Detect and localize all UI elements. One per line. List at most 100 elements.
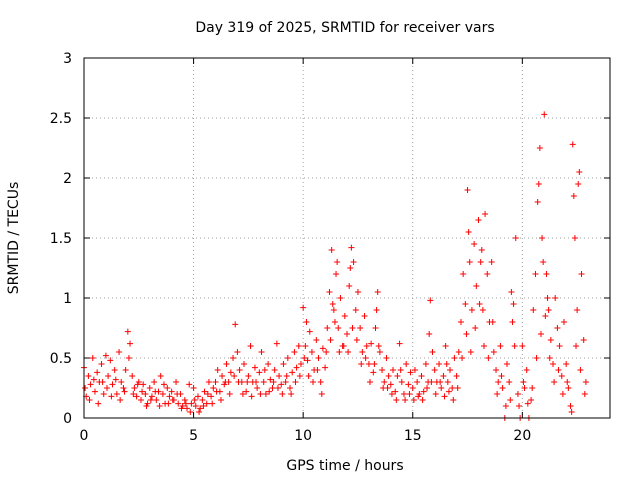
data-point (245, 373, 252, 379)
data-point (530, 307, 537, 313)
data-point (392, 388, 399, 395)
data-point (346, 283, 353, 289)
data-point (213, 388, 220, 395)
y-tick-label: 0 (63, 411, 72, 427)
data-point (129, 373, 136, 379)
data-point (506, 379, 513, 385)
data-point (534, 199, 541, 205)
data-point (330, 307, 337, 313)
data-point (305, 373, 312, 379)
data-point (463, 331, 470, 337)
data-point (441, 393, 448, 400)
y-tick-label: 2 (63, 171, 72, 187)
data-point (122, 367, 129, 373)
data-point (357, 325, 364, 331)
data-point (292, 379, 299, 385)
data-point (231, 373, 238, 379)
data-point (383, 355, 390, 361)
data-point (347, 265, 354, 271)
data-point (247, 343, 254, 349)
data-point (523, 367, 530, 373)
y-tick-label: 3 (63, 51, 72, 67)
data-point (374, 289, 381, 295)
data-point (323, 349, 330, 355)
data-point (423, 385, 430, 391)
data-point (280, 361, 287, 367)
data-point (451, 355, 458, 361)
data-point (181, 397, 188, 403)
data-point (186, 381, 193, 388)
data-point (137, 397, 144, 403)
data-point (274, 385, 281, 391)
data-point (394, 373, 401, 379)
data-point (265, 361, 272, 367)
data-point (329, 301, 336, 307)
data-point (468, 307, 475, 313)
data-point (565, 385, 572, 391)
data-point (105, 373, 112, 379)
x-tick-label: 0 (80, 428, 89, 444)
data-point (545, 307, 552, 313)
data-point (301, 355, 308, 361)
data-point (116, 349, 123, 355)
data-point (560, 319, 567, 325)
data-point (564, 379, 571, 385)
x-axis-label: GPS time / hours (286, 458, 403, 474)
data-point (310, 379, 317, 385)
data-point (509, 319, 516, 325)
data-point (559, 391, 566, 397)
data-point (127, 340, 134, 347)
data-point (581, 391, 588, 397)
data-point (498, 373, 505, 379)
data-point (403, 361, 410, 367)
data-point (82, 385, 89, 391)
data-point (409, 385, 416, 391)
data-point (427, 297, 434, 304)
data-point (510, 301, 517, 307)
y-axis-label: SRMTID / TECUs (6, 182, 22, 295)
data-point (367, 379, 374, 385)
data-point (467, 349, 474, 355)
data-point (489, 319, 496, 325)
data-point (157, 373, 164, 379)
data-point (396, 340, 403, 347)
data-point (503, 361, 510, 367)
data-point (406, 391, 413, 397)
data-point (555, 367, 562, 373)
data-point (95, 400, 102, 407)
data-point (331, 319, 338, 325)
data-point (477, 259, 484, 265)
data-point (350, 259, 357, 265)
data-point (113, 391, 120, 397)
data-point (166, 393, 173, 400)
data-point (152, 388, 159, 395)
data-point (455, 349, 462, 355)
y-tick-label: 0.5 (50, 351, 72, 367)
data-point (257, 391, 264, 397)
data-point (205, 379, 212, 385)
data-point (267, 376, 274, 383)
plot-frame (83, 57, 611, 419)
data-point (335, 325, 342, 331)
data-point (444, 379, 451, 385)
data-point (512, 235, 519, 241)
data-point (261, 367, 268, 373)
data-point (153, 397, 160, 403)
data-point (190, 385, 197, 391)
data-point (436, 361, 443, 367)
data-point (551, 379, 558, 385)
data-point (118, 379, 125, 385)
data-point (124, 328, 131, 335)
data-point (541, 111, 548, 118)
data-point (540, 259, 547, 265)
data-point (266, 388, 273, 395)
data-point (108, 393, 115, 400)
data-point (143, 403, 150, 409)
data-point (365, 361, 372, 367)
data-point (99, 379, 106, 385)
data-point (223, 361, 230, 367)
data-point (345, 349, 352, 355)
data-point (168, 388, 175, 395)
data-point (419, 397, 426, 403)
data-point (130, 391, 137, 397)
